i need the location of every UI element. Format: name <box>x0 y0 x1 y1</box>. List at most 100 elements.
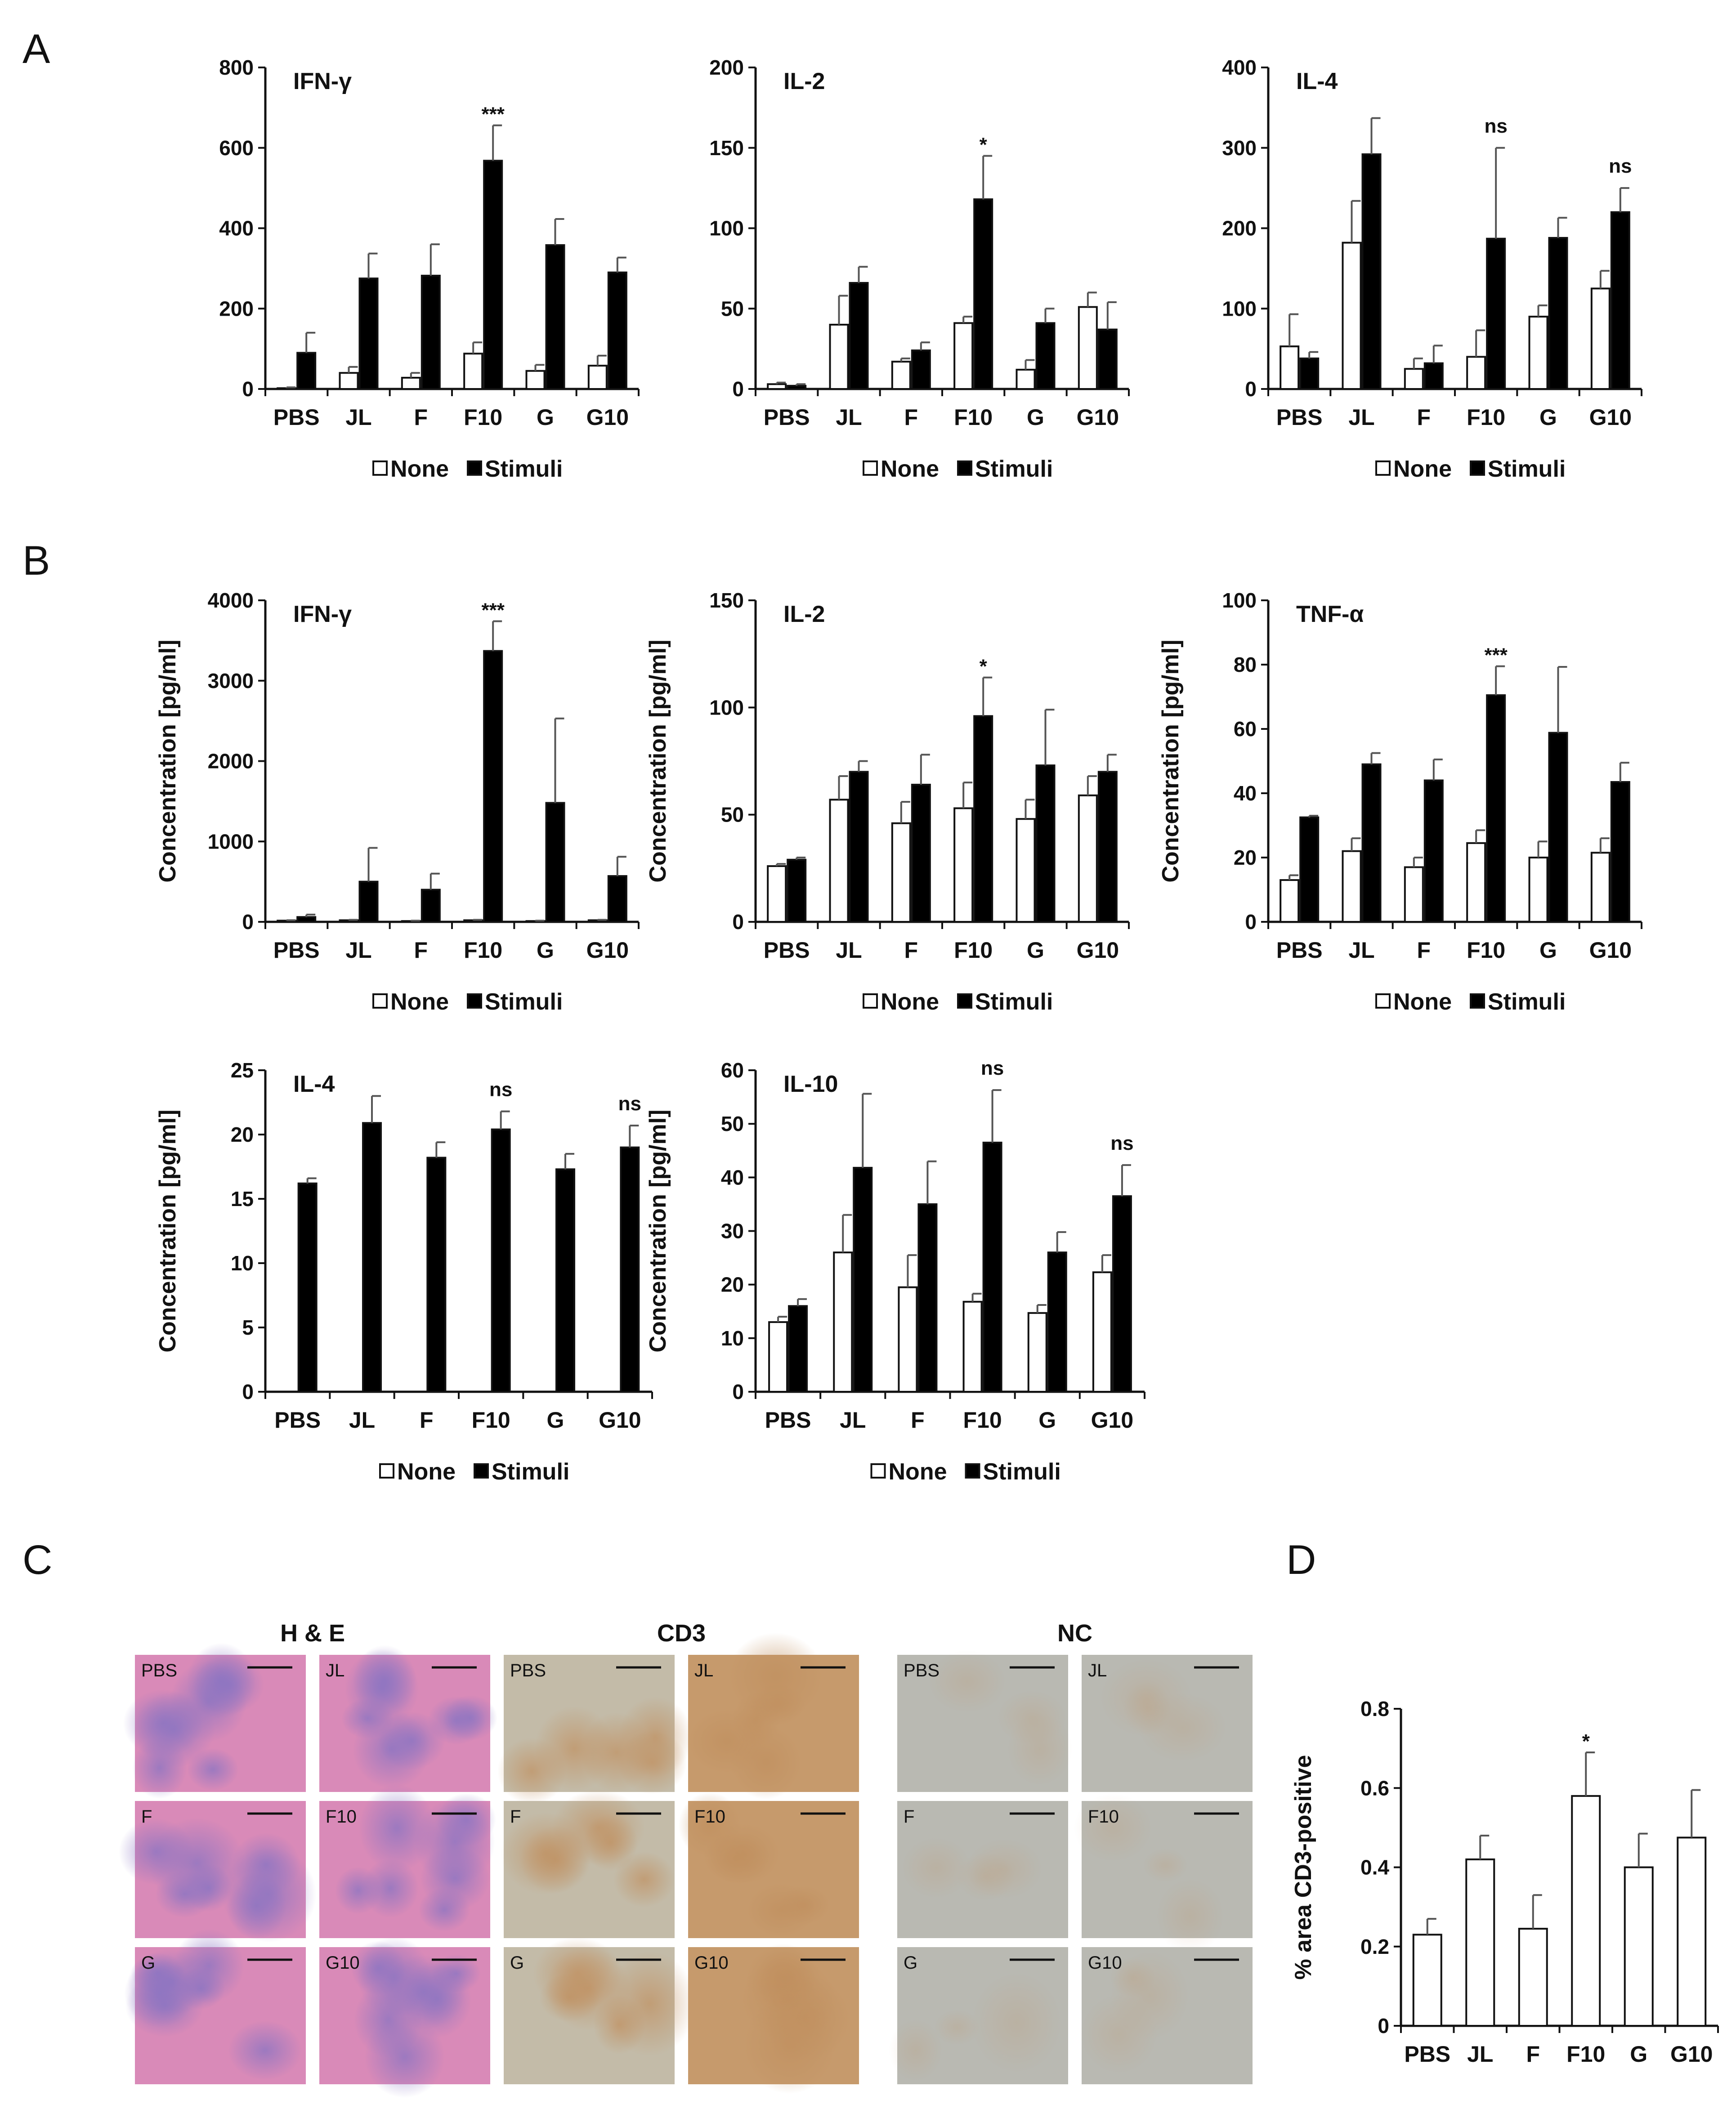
legend-label-none: None <box>390 989 449 1015</box>
bar-stimuli-pbs <box>787 858 807 923</box>
significance-label: * <box>980 656 988 678</box>
x-category-label: G10 <box>586 405 629 430</box>
y-axis-label: % area CD3-positive <box>1290 1755 1316 1980</box>
stain-region <box>707 1823 781 1885</box>
bar-none-g10 <box>1078 794 1098 923</box>
bar-stimuli-jl <box>358 277 379 390</box>
legend-label-stimuli: Stimuli <box>1488 989 1566 1015</box>
y-tick-label: 40 <box>1234 782 1257 805</box>
bar-stimuli-jl <box>853 1166 873 1393</box>
bar-stimuli-f <box>911 349 931 390</box>
significance-label: * <box>1582 1730 1590 1752</box>
tile-label: G10 <box>694 1953 729 1973</box>
chart-title: IL-10 <box>783 1071 838 1097</box>
bar-cd3-pbs <box>1412 1934 1442 2027</box>
x-category-label: JL <box>1348 938 1374 963</box>
bar-stimuli-g <box>1548 237 1568 390</box>
bar-stimuli-pbs <box>296 352 317 390</box>
x-category-label: G <box>537 405 554 430</box>
y-axis-label: Concentration [pg/ml] <box>155 639 181 882</box>
legend-label-none: None <box>881 456 939 482</box>
bar-none-pbs <box>277 387 297 390</box>
bar-none-f <box>1404 866 1424 923</box>
legend-label-stimuli: Stimuli <box>975 989 1053 1015</box>
x-category-label: PBS <box>765 1407 811 1433</box>
bar-stimuli-g10 <box>620 1146 640 1393</box>
bar-stimuli-pbs <box>297 1182 318 1393</box>
histology-tile-nc-jl: JL <box>1082 1655 1253 1792</box>
bar-stimuli-f <box>426 1157 447 1393</box>
bar-none-pbs <box>1280 879 1300 923</box>
stain-region <box>901 1837 971 1899</box>
x-category-label: F10 <box>1467 938 1505 963</box>
bar-stimuli-f <box>421 274 441 390</box>
y-tick-label: 50 <box>721 803 744 827</box>
x-category-label: F10 <box>1467 405 1505 430</box>
histology-tile-he-pbs: PBS <box>123 1643 306 1799</box>
y-tick-label: 200 <box>219 297 254 320</box>
lymphoid-follicle <box>427 1696 486 1745</box>
y-tick-label: 1000 <box>208 830 254 853</box>
stain-region <box>778 1885 831 1925</box>
stain-region <box>520 1826 591 1894</box>
x-category-label: G10 <box>1077 405 1119 430</box>
x-category-label: F <box>1417 938 1431 963</box>
x-category-label: G <box>1027 405 1044 430</box>
chart-b-il-10: 0 10 20 30 40 50 60 PBS JL F F10 G G10 ns ns IL-10 Conce… <box>645 1057 1145 1485</box>
bar-none-pbs <box>767 865 787 923</box>
y-tick-label: 0.2 <box>1360 1935 1389 1958</box>
bar-none-jl <box>833 1251 853 1393</box>
x-category-label: JL <box>836 405 862 430</box>
legend-label-none: None <box>397 1459 456 1485</box>
bar-none-g <box>1016 818 1036 923</box>
chart-title: IFN-γ <box>293 68 352 94</box>
legend-swatch-stimuli <box>467 460 482 476</box>
bar-none-g10 <box>1078 306 1098 390</box>
chart-b-ifn-gamma: 0 1000 2000 3000 4000 PBS JL F F10 G G10 *** IFN-γ Co… <box>155 589 640 1015</box>
tile-label: F <box>141 1807 152 1827</box>
stain-region <box>1074 1793 1153 1862</box>
y-tick-label: 50 <box>721 1112 744 1135</box>
tile-label: PBS <box>510 1661 546 1680</box>
histology-tile-he-g: G <box>124 1929 306 2084</box>
bar-stimuli-jl <box>1361 763 1382 923</box>
bar-none-f <box>891 822 911 923</box>
legend-swatch-stimuli <box>965 1463 980 1479</box>
y-tick-label: 2000 <box>208 750 254 773</box>
legend-label-stimuli: Stimuli <box>983 1459 1061 1485</box>
x-category-label: F <box>414 938 428 963</box>
histology-tile-he-f: F <box>118 1801 317 1943</box>
bar-stimuli-jl <box>849 282 869 390</box>
lymphoid-follicle <box>173 1929 245 2003</box>
x-category-label: F <box>1526 2042 1540 2067</box>
y-tick-label: 20 <box>231 1123 254 1146</box>
y-tick-label: 0 <box>1245 377 1257 401</box>
histology-tile-nc-pbs: PBS <box>897 1650 1073 1792</box>
tile-label: F <box>510 1807 521 1827</box>
x-category-label: G <box>1038 1407 1056 1433</box>
histology-tile-cd3-g: G <box>504 1937 696 2084</box>
y-tick-label: 3000 <box>208 669 254 693</box>
y-tick-label: 0.8 <box>1360 1697 1389 1720</box>
stain-region <box>534 1706 615 1792</box>
tile-label: PBS <box>141 1661 177 1680</box>
lymphoid-follicle <box>418 1887 470 1932</box>
bar-stimuli-f <box>1423 362 1444 390</box>
x-category-label: G10 <box>1670 2042 1713 2067</box>
x-category-label: G10 <box>586 938 629 963</box>
stain-region <box>971 1972 1062 2073</box>
stain-region <box>928 1650 1006 1713</box>
bar-none-f10 <box>1466 356 1486 390</box>
y-axis-label: Concentration [pg/ml] <box>1158 639 1184 882</box>
bar-none-g10 <box>1092 1271 1112 1393</box>
x-category-label: JL <box>345 938 371 963</box>
bar-stimuli-g <box>1035 764 1056 923</box>
chart-d-cd3-area: 0 0.2 0.4 0.6 0.8 PBS JL F F10 G G10 * % area CD3-po… <box>1290 1697 1719 2067</box>
stain-region <box>1156 1878 1225 1954</box>
bar-none-f10 <box>953 807 974 923</box>
histology-tile-cd3-f: F <box>501 1789 675 1938</box>
x-category-label: F <box>904 938 918 963</box>
x-category-label: PBS <box>273 938 320 963</box>
histology-tile-cd3-pbs: PBS <box>497 1655 693 1805</box>
bar-none-jl <box>829 324 849 390</box>
